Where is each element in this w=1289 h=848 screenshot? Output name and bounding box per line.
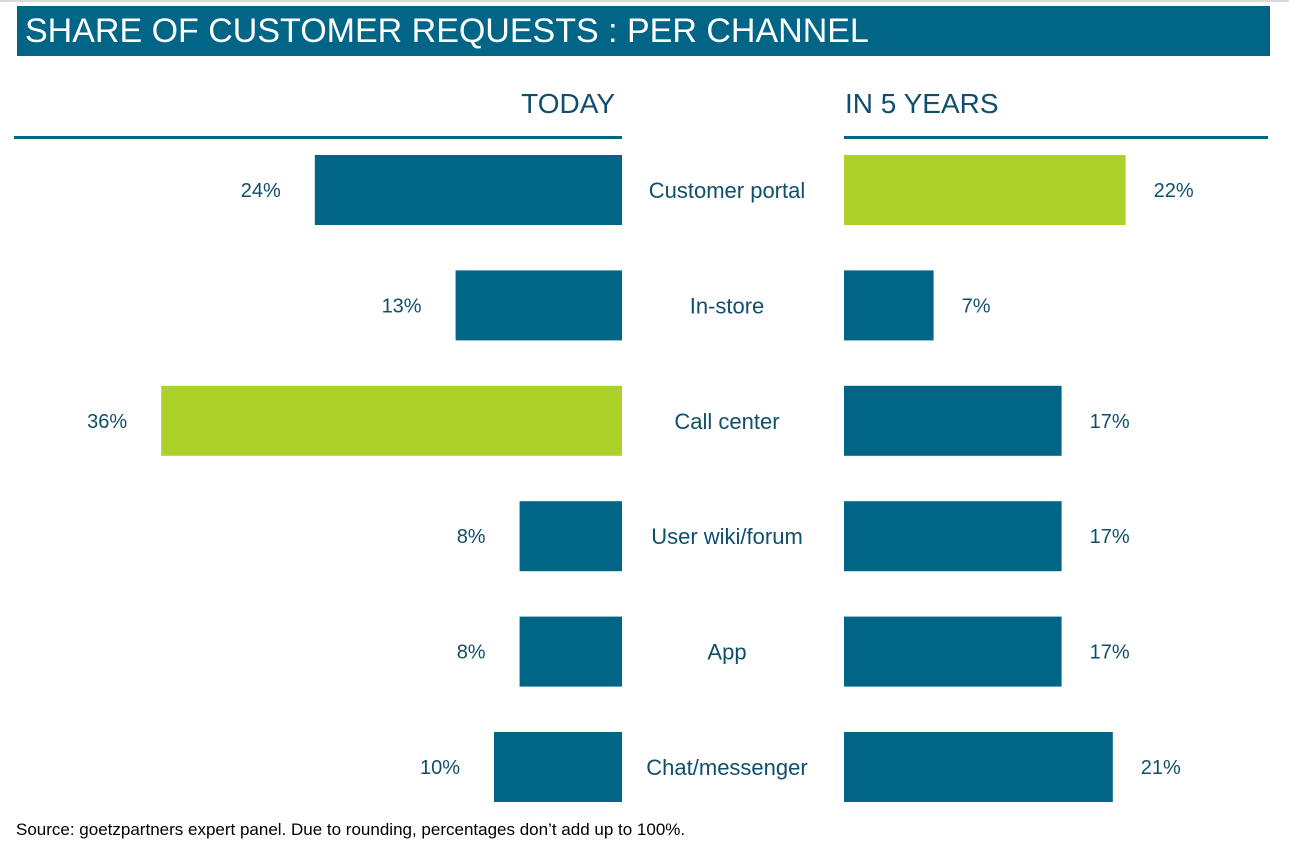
category-label: User wiki/forum — [651, 524, 803, 549]
bar-in-5-years — [844, 270, 934, 341]
bar-today — [161, 385, 622, 456]
bar-today — [519, 501, 622, 572]
category-label: Chat/messenger — [646, 755, 807, 780]
value-label-in-5-years: 21% — [1141, 757, 1181, 779]
category-label: Call center — [674, 409, 779, 434]
bar-today — [455, 270, 622, 341]
top-border — [0, 0, 1289, 2]
page-title: SHARE OF CUSTOMER REQUESTS : PER CHANNEL — [17, 6, 1270, 56]
bar-in-5-years — [844, 155, 1126, 225]
source-note: Source: goetzpartners expert panel. Due … — [16, 820, 686, 839]
value-label-today: 24% — [241, 180, 281, 202]
bar-today — [494, 732, 622, 802]
value-label-in-5-years: 7% — [962, 295, 991, 317]
bar-in-5-years — [844, 732, 1113, 802]
category-label: App — [707, 640, 746, 665]
bar-in-5-years — [844, 385, 1062, 456]
bar-today — [314, 155, 622, 225]
value-label-today: 13% — [382, 295, 422, 317]
value-label-in-5-years: 22% — [1154, 180, 1194, 202]
value-label-in-5-years: 17% — [1090, 411, 1130, 433]
panel-rule-today — [14, 136, 622, 139]
bar-in-5-years — [844, 616, 1062, 687]
value-label-today: 36% — [87, 411, 127, 433]
panel-header-today: TODAY — [521, 88, 615, 119]
category-label: In-store — [690, 293, 765, 318]
bar-in-5-years — [844, 501, 1062, 572]
value-label-in-5-years: 17% — [1090, 642, 1130, 664]
panel-rule-in-5-years — [844, 136, 1268, 139]
value-label-today: 10% — [420, 757, 460, 779]
bar-today — [519, 616, 622, 687]
value-label-today: 8% — [457, 526, 486, 548]
category-label: Customer portal — [649, 178, 806, 203]
value-label-today: 8% — [457, 642, 486, 664]
value-label-in-5-years: 17% — [1090, 526, 1130, 548]
panel-header-in-5-years: IN 5 YEARS — [845, 88, 999, 119]
